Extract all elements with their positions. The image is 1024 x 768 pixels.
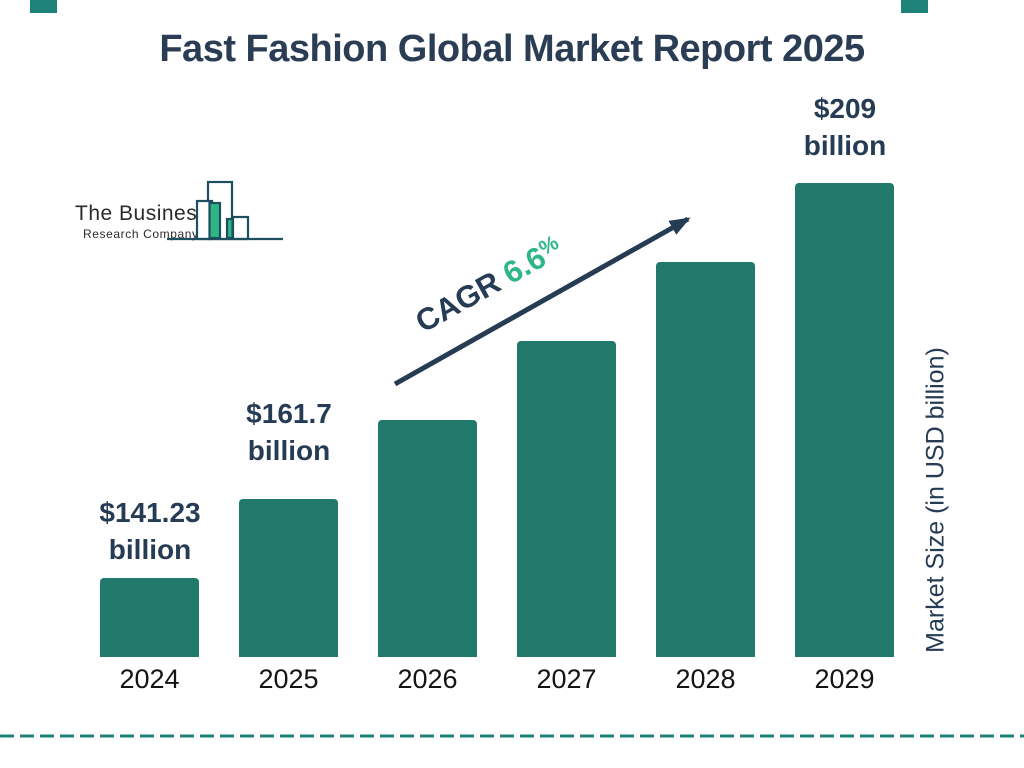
value-2024-amount: $141.23 (99, 497, 201, 528)
value-2025-unit: billion (247, 435, 331, 466)
top-right-accent-mark (901, 0, 928, 13)
bar-2028 (656, 262, 755, 657)
bottom-dashed-divider (0, 734, 1024, 738)
bar-2026 (378, 420, 477, 657)
value-label-2025: $161.7 billion (209, 395, 369, 469)
x-axis-label-2025: 2025 (258, 664, 319, 694)
bar-2025 (239, 499, 338, 657)
x-axis-label-2029: 2029 (814, 664, 875, 694)
x-axis-label-2026: 2026 (397, 664, 458, 694)
logo-line2: Research Company (83, 227, 199, 241)
value-2025-amount: $161.7 (246, 398, 332, 429)
x-axis-label-2028: 2028 (675, 664, 736, 694)
company-logo: The Business Research Company (75, 176, 290, 248)
top-left-accent-mark (30, 0, 57, 13)
value-2029-amount: $209 (813, 93, 877, 124)
value-label-2029: $209 billion (765, 90, 925, 164)
value-2029-unit: billion (803, 130, 887, 161)
x-axis-label-2027: 2027 (536, 664, 597, 694)
bar-2027 (517, 341, 616, 657)
value-2024-unit: billion (108, 534, 192, 565)
bar-2024 (100, 578, 199, 657)
logo-line1: The Business (75, 202, 209, 225)
value-label-2024: $141.23 billion (70, 494, 230, 568)
x-axis-label-2024: 2024 (119, 664, 180, 694)
y-axis-label: Market Size (in USD billion) (921, 347, 950, 653)
bar-2029 (795, 183, 894, 657)
company-logo-text: The Business Research Company (75, 202, 209, 241)
bar-chart-logo-icon (167, 180, 283, 241)
page-title: Fast Fashion Global Market Report 2025 (159, 28, 865, 70)
